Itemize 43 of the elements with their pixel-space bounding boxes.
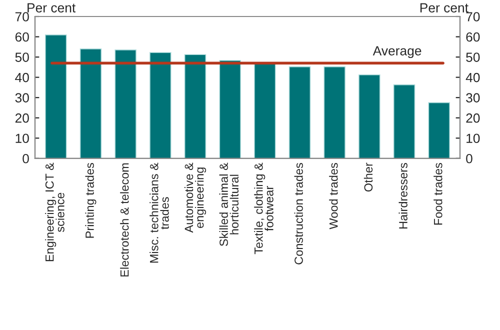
y2-tick-label: 50 <box>466 52 480 62</box>
bar <box>393 84 416 158</box>
y2-tick-label: 10 <box>466 134 480 144</box>
x-tick-label: Food trades <box>434 162 442 225</box>
y-tick-label: 70 <box>15 12 29 22</box>
bar <box>254 62 276 158</box>
y-tick-label: 30 <box>15 93 29 102</box>
bar <box>80 48 102 158</box>
x-tick-label: Engineering, ICT & science <box>45 162 64 262</box>
y-tick-label: 10 <box>16 134 29 144</box>
y2-tick-label: 30 <box>466 93 480 102</box>
x-tick-label: Construction trades <box>294 162 303 264</box>
ref-line-label: Average <box>372 46 422 58</box>
x-tick-label: Wood trades <box>329 162 338 230</box>
y-tick-label: 40 <box>15 72 29 82</box>
y2-tick-label: 70 <box>466 12 480 22</box>
y2-tick-label: 20 <box>466 113 480 123</box>
bar <box>219 60 241 158</box>
x-tick-label: Skilled animal & horticultural <box>219 162 239 246</box>
bar <box>45 34 67 158</box>
bar <box>184 54 206 158</box>
y2-tick-label: 60 <box>466 32 480 42</box>
x-tick-label: Other <box>364 162 373 192</box>
x-tick-label: Automotive & engineering <box>184 162 206 233</box>
bar <box>428 102 450 158</box>
bar <box>324 66 346 158</box>
y2-tick-label: 40 <box>466 72 480 82</box>
y2-tick-label: 0 <box>466 154 472 164</box>
y-tick-label: 50 <box>15 52 29 62</box>
y2-axis-title: Per cent <box>420 3 468 12</box>
x-tick-label: Textile, clothing & footwear <box>254 162 274 254</box>
x-tick-label: Hairdressers <box>398 162 408 229</box>
x-tick-label: Printing trades <box>85 162 96 238</box>
bar <box>150 52 172 158</box>
x-tick-label: Electrotech & telecom <box>120 163 129 276</box>
x-tick-label: Misc. technicians & trades <box>150 162 169 263</box>
y-tick-label: 60 <box>15 32 29 42</box>
bar <box>288 66 311 158</box>
y-axis-title: Per cent <box>28 3 76 12</box>
bar <box>358 74 380 158</box>
y-tick-label: 20 <box>15 113 29 123</box>
bar <box>114 50 136 158</box>
y-tick-label: 0 <box>22 154 29 164</box>
